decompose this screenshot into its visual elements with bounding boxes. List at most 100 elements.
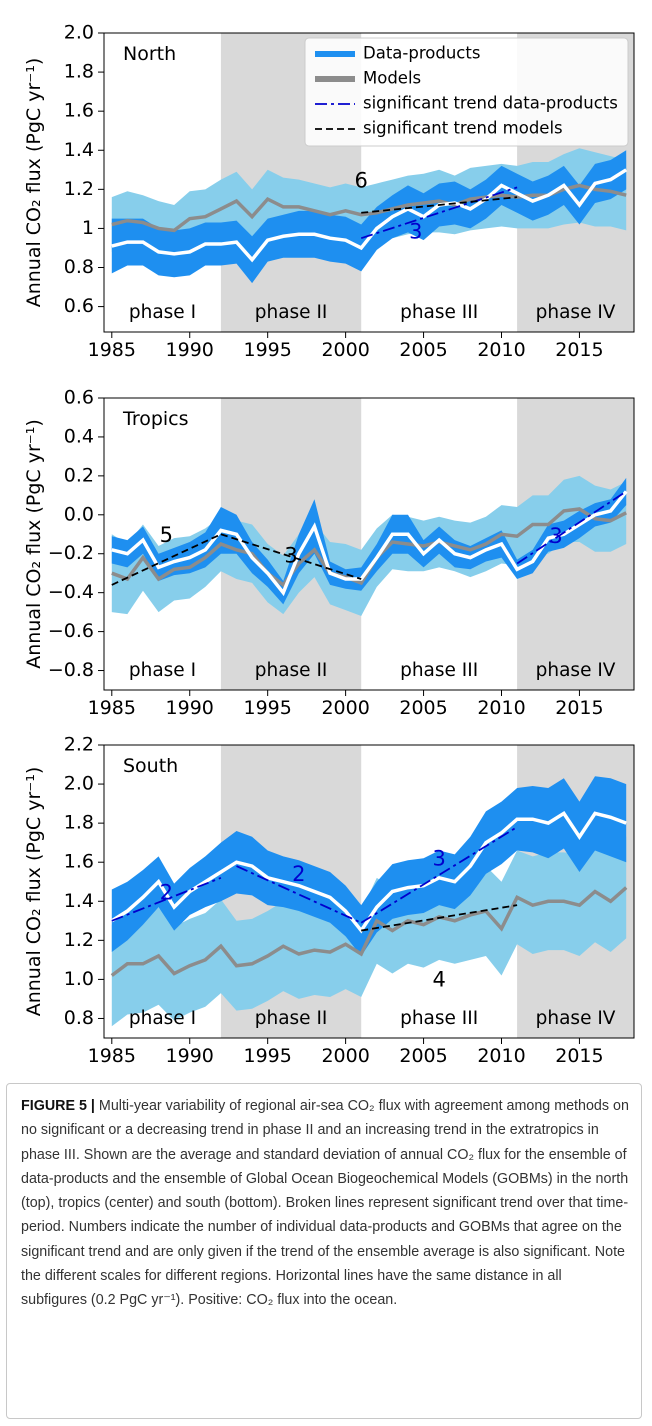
y-tick-label: 1.0 bbox=[64, 968, 94, 990]
mean-line bbox=[110, 886, 628, 977]
std-band bbox=[111, 475, 627, 617]
y-tick-label: 0.4 bbox=[64, 425, 94, 447]
y-axis-label: Annual CO₂ flux (PgC yr⁻¹) bbox=[23, 767, 45, 1017]
y-tick-label: 1.4 bbox=[64, 890, 94, 912]
phase-label: phase IV bbox=[536, 302, 616, 323]
legend-label: significant trend data-products bbox=[363, 94, 618, 113]
x-tick-label: 1990 bbox=[166, 697, 214, 719]
phase-label: phase II bbox=[255, 1008, 328, 1029]
caption: FIGURE 5 | Multi-year variability of reg… bbox=[6, 1083, 642, 1419]
mean-line bbox=[111, 168, 628, 263]
y-tick-label: 1 bbox=[82, 217, 94, 239]
y-tick-label: −0.8 bbox=[48, 659, 94, 681]
mean-line bbox=[111, 183, 627, 233]
y-tick-label: 2.2 bbox=[64, 734, 94, 756]
trend-line bbox=[360, 186, 518, 240]
y-tick-label: 1.8 bbox=[64, 812, 94, 834]
plot bbox=[110, 745, 634, 1038]
trend-count: 3 bbox=[549, 524, 562, 548]
x-tick-label: 2005 bbox=[399, 339, 447, 361]
phase-label: phase III bbox=[400, 302, 478, 323]
y-tick-label: 0.6 bbox=[64, 387, 94, 409]
trend-count: 2 bbox=[292, 862, 305, 886]
trend-line bbox=[111, 533, 222, 586]
y-tick-label: 0.8 bbox=[64, 256, 94, 278]
y-tick-label: 1.6 bbox=[64, 100, 94, 122]
legend-label: Models bbox=[363, 69, 421, 88]
trend-count: 3 bbox=[409, 219, 422, 243]
trend-count: 2 bbox=[160, 880, 173, 904]
x-tick-label: 1995 bbox=[243, 1045, 291, 1067]
phase-label: phase I bbox=[129, 1008, 196, 1029]
x-tick-label: 1985 bbox=[88, 339, 136, 361]
x-tick-label: 1990 bbox=[166, 339, 214, 361]
x-tick-label: 2000 bbox=[321, 339, 369, 361]
std-band bbox=[111, 776, 627, 956]
trend-count: 4 bbox=[432, 967, 445, 991]
y-axis-label: Annual CO₂ flux (PgC yr⁻¹) bbox=[23, 419, 45, 669]
y-tick-label: 2.0 bbox=[64, 22, 94, 44]
phase-label: phase IV bbox=[536, 660, 616, 681]
y-axis-label: Annual CO₂ flux (PgC yr⁻¹) bbox=[23, 58, 45, 308]
std-band bbox=[111, 477, 627, 605]
plot-frame bbox=[103, 744, 635, 1039]
plot-frame bbox=[103, 397, 635, 691]
figure: 3 6 phase I phase II phase III phase IV 0.6 0.8… bbox=[23, 22, 635, 1067]
y-tick-label: −0.4 bbox=[48, 581, 94, 603]
plot bbox=[111, 398, 634, 690]
trend-count: 3 bbox=[432, 846, 445, 870]
trend-line bbox=[111, 876, 222, 922]
x-tick-label: 2005 bbox=[399, 1045, 447, 1067]
y-tick-label: 1.6 bbox=[64, 851, 94, 873]
y-tick-label: 1.4 bbox=[64, 139, 94, 161]
x-tick-label: 1985 bbox=[88, 697, 136, 719]
y-tick-label: 0.8 bbox=[64, 1007, 94, 1029]
y-tick-label: 0.2 bbox=[64, 464, 94, 486]
y-tick-label: 1.2 bbox=[64, 929, 94, 951]
y-tick-label: 1.8 bbox=[64, 61, 94, 83]
std-band bbox=[111, 150, 627, 284]
y-tick-label: 1.2 bbox=[64, 178, 94, 200]
trend-count: 3 bbox=[284, 544, 297, 568]
trend-line bbox=[361, 196, 518, 214]
y-tick-label: −0.2 bbox=[48, 542, 94, 564]
phase-label: phase I bbox=[129, 660, 196, 681]
x-tick-label: 2010 bbox=[477, 697, 525, 719]
trend-count: 5 bbox=[160, 523, 173, 547]
phase-label: phase IV bbox=[536, 1008, 616, 1029]
caption-label: FIGURE 5 | bbox=[21, 1098, 95, 1114]
mean-line bbox=[111, 490, 628, 597]
y-tick-label: 0.0 bbox=[64, 503, 94, 525]
panel-title: Tropics bbox=[122, 408, 189, 430]
x-tick-label: 1990 bbox=[166, 1045, 214, 1067]
phase-label: phase III bbox=[400, 1008, 478, 1029]
trend-line bbox=[361, 904, 518, 932]
y-tick-label: 2.0 bbox=[64, 773, 94, 795]
legend-label: Data-products bbox=[363, 44, 480, 63]
phase-label: phase I bbox=[129, 302, 196, 323]
x-tick-label: 2010 bbox=[477, 339, 525, 361]
x-tick-label: 2005 bbox=[399, 697, 447, 719]
trend-count: 6 bbox=[355, 169, 368, 193]
y-tick-label: 0.6 bbox=[64, 295, 94, 317]
caption-text: Multi-year variability of regional air-s… bbox=[21, 1098, 629, 1309]
legend-box bbox=[304, 37, 629, 147]
x-tick-label: 2000 bbox=[321, 697, 369, 719]
trend-line bbox=[360, 826, 518, 924]
legend-label: significant trend models bbox=[363, 119, 563, 138]
trend-line bbox=[220, 533, 362, 580]
x-tick-label: 2015 bbox=[555, 1045, 603, 1067]
phase-label: phase II bbox=[255, 660, 328, 681]
y-tick-label: −0.6 bbox=[48, 620, 94, 642]
x-tick-label: 2010 bbox=[477, 1045, 525, 1067]
x-tick-label: 1995 bbox=[243, 697, 291, 719]
phase-label: phase II bbox=[255, 302, 328, 323]
x-tick-label: 2000 bbox=[321, 1045, 369, 1067]
x-tick-label: 2015 bbox=[555, 339, 603, 361]
phase-label: phase III bbox=[400, 660, 478, 681]
trend-line bbox=[516, 490, 627, 565]
panel-title: North bbox=[123, 43, 176, 65]
x-tick-label: 1995 bbox=[243, 339, 291, 361]
plot-frame bbox=[103, 32, 635, 333]
